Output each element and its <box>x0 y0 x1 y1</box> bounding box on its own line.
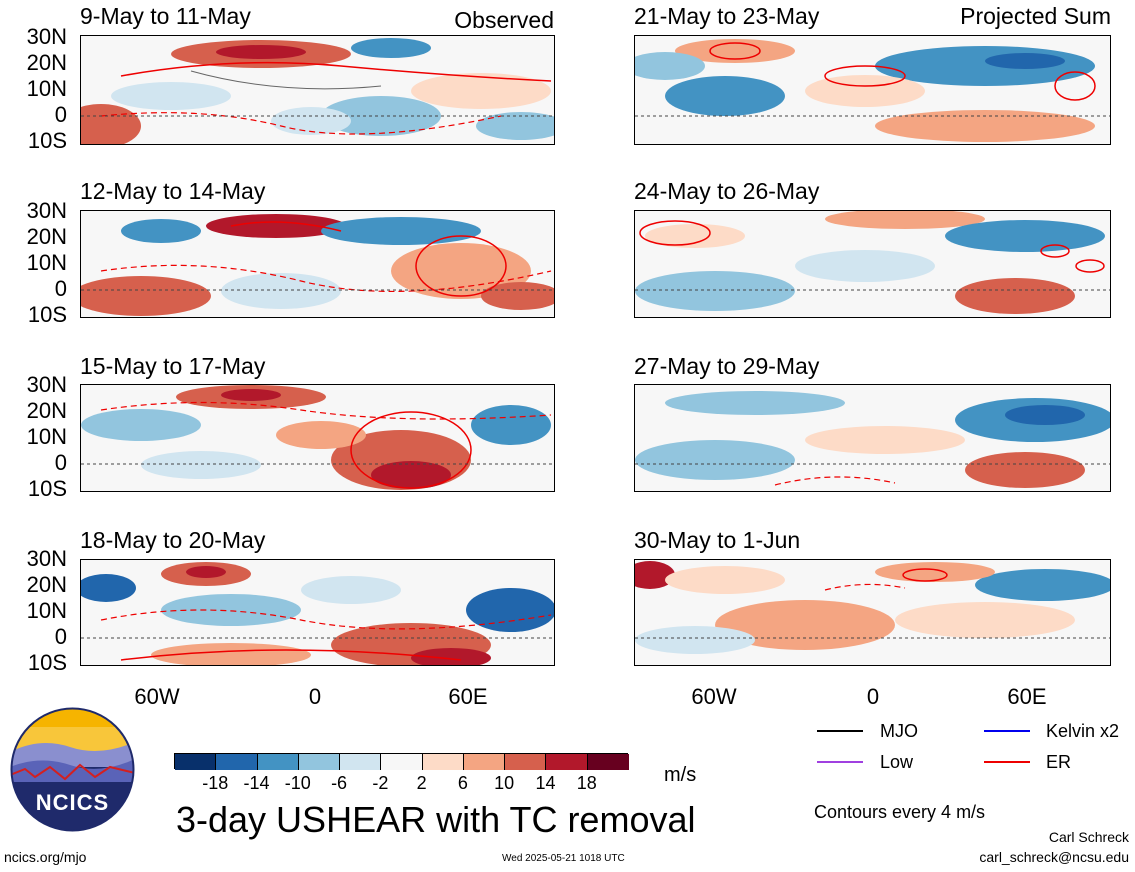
shear-field-map <box>81 560 554 665</box>
map-panel-left-1 <box>80 35 555 145</box>
panel-title-left-3: 15-May to 17-May <box>80 353 266 379</box>
colorbar-cell <box>340 754 382 770</box>
legend-label-kelvin: Kelvin x2 <box>1046 721 1120 741</box>
lat-label: 20N <box>26 224 67 249</box>
colorbar-units: m/s <box>664 764 697 786</box>
footer-url[interactable]: ncics.org/mjo <box>4 849 87 865</box>
colorbar-tick-label: 6 <box>457 773 468 793</box>
panel-title-left-4: 18-May to 20-May <box>80 527 266 553</box>
footer-timestamp: Wed 2025-05-21 1018 UTC <box>502 853 625 864</box>
colorbar-cell <box>546 754 588 770</box>
lon-label: 0 <box>308 684 322 709</box>
map-panel-right-3 <box>634 384 1111 492</box>
colorbar-tick-label: 18 <box>576 773 597 793</box>
legend-label-low: Low <box>880 752 914 772</box>
colorbar <box>174 753 629 770</box>
shear-field-map <box>635 211 1110 317</box>
shear-field-map <box>635 385 1110 491</box>
panel-title-left-2: 12-May to 14-May <box>80 178 266 204</box>
lat-label: 30N <box>26 24 67 49</box>
legend-line-mjo <box>817 730 863 732</box>
shear-field-map <box>81 211 554 317</box>
lat-label: 10N <box>26 250 67 275</box>
lon-label: 60E <box>448 684 488 709</box>
colorbar-cell <box>422 754 464 770</box>
lat-label: 0 <box>54 102 67 127</box>
legend-line-low <box>817 761 863 763</box>
colorbar-cell <box>381 754 423 770</box>
colorbar-tick-label: -10 <box>284 773 311 793</box>
map-panel-right-4 <box>634 559 1111 666</box>
legend-line-er <box>984 761 1030 763</box>
lat-label: 20N <box>26 50 67 75</box>
observed-label: Observed <box>454 7 554 33</box>
colorbar-cell <box>257 754 299 770</box>
colorbar-tick-label: 10 <box>494 773 515 793</box>
main-title: 3-day USHEAR with TC removal <box>176 799 696 840</box>
shear-field-map <box>635 36 1110 144</box>
ncics-logo: NCICS <box>10 707 135 832</box>
lon-label: 60W <box>691 684 737 709</box>
lat-label: 10N <box>26 598 67 623</box>
map-panel-left-2 <box>80 210 555 318</box>
lat-label: 30N <box>26 546 67 571</box>
lat-label: 0 <box>54 276 67 301</box>
lat-label: 10N <box>26 424 67 449</box>
panel-title-right-4: 30-May to 1-Jun <box>634 527 801 553</box>
lat-label: 10S <box>27 302 67 327</box>
lat-label: 20N <box>26 398 67 423</box>
footer-email[interactable]: carl_schreck@ncsu.edu <box>979 849 1129 865</box>
legend-label-er: ER <box>1046 752 1072 772</box>
colorbar-cell <box>175 754 217 770</box>
lon-label: 0 <box>866 684 880 709</box>
shear-field-map <box>81 385 554 491</box>
footer-author: Carl Schreck <box>1048 829 1129 845</box>
lon-label: 60E <box>1007 684 1047 709</box>
lat-label: 10S <box>27 476 67 501</box>
lon-label: 60W <box>134 684 180 709</box>
panel-title-right-2: 24-May to 26-May <box>634 178 820 204</box>
shear-field-map <box>635 560 1110 665</box>
colorbar-tick-label: -14 <box>243 773 270 793</box>
colorbar-ticks: -18 -14 -10 -6 -2 2 6 10 14 18 <box>174 774 628 794</box>
projected-sum-label: Projected Sum <box>960 3 1111 29</box>
colorbar-tick-label: -6 <box>331 773 348 793</box>
map-panel-left-4 <box>80 559 555 666</box>
colorbar-cell <box>216 754 258 770</box>
lat-label: 0 <box>54 450 67 475</box>
map-panel-left-3 <box>80 384 555 492</box>
panel-title-right-3: 27-May to 29-May <box>634 353 820 379</box>
colorbar-tick-label: -18 <box>202 773 229 793</box>
map-panel-right-2 <box>634 210 1111 318</box>
colorbar-cell <box>298 754 341 770</box>
panel-title-right-1: 21-May to 23-May <box>634 3 820 29</box>
logo-text: NCICS <box>35 790 110 815</box>
map-panel-right-1 <box>634 35 1111 145</box>
colorbar-cell <box>587 754 629 770</box>
contour-note: Contours every 4 m/s <box>814 802 986 822</box>
colorbar-tick-label: -2 <box>372 773 389 793</box>
lat-label: 10S <box>27 650 67 675</box>
legend-label-mjo: MJO <box>880 721 918 741</box>
panel-title-left-1: 9-May to 11-May <box>80 3 251 29</box>
colorbar-cell <box>463 754 506 770</box>
colorbar-tick-label: 14 <box>535 773 556 793</box>
shear-field-map <box>81 36 554 144</box>
lat-label: 0 <box>54 624 67 649</box>
colorbar-cell <box>505 754 547 770</box>
lat-label: 20N <box>26 572 67 597</box>
lat-label: 30N <box>26 372 67 397</box>
lat-label: 10S <box>27 128 67 153</box>
colorbar-tick-label: 2 <box>416 773 427 793</box>
lat-label: 30N <box>26 198 67 223</box>
legend-line-kelvin <box>984 730 1030 732</box>
lat-label: 10N <box>26 76 67 101</box>
